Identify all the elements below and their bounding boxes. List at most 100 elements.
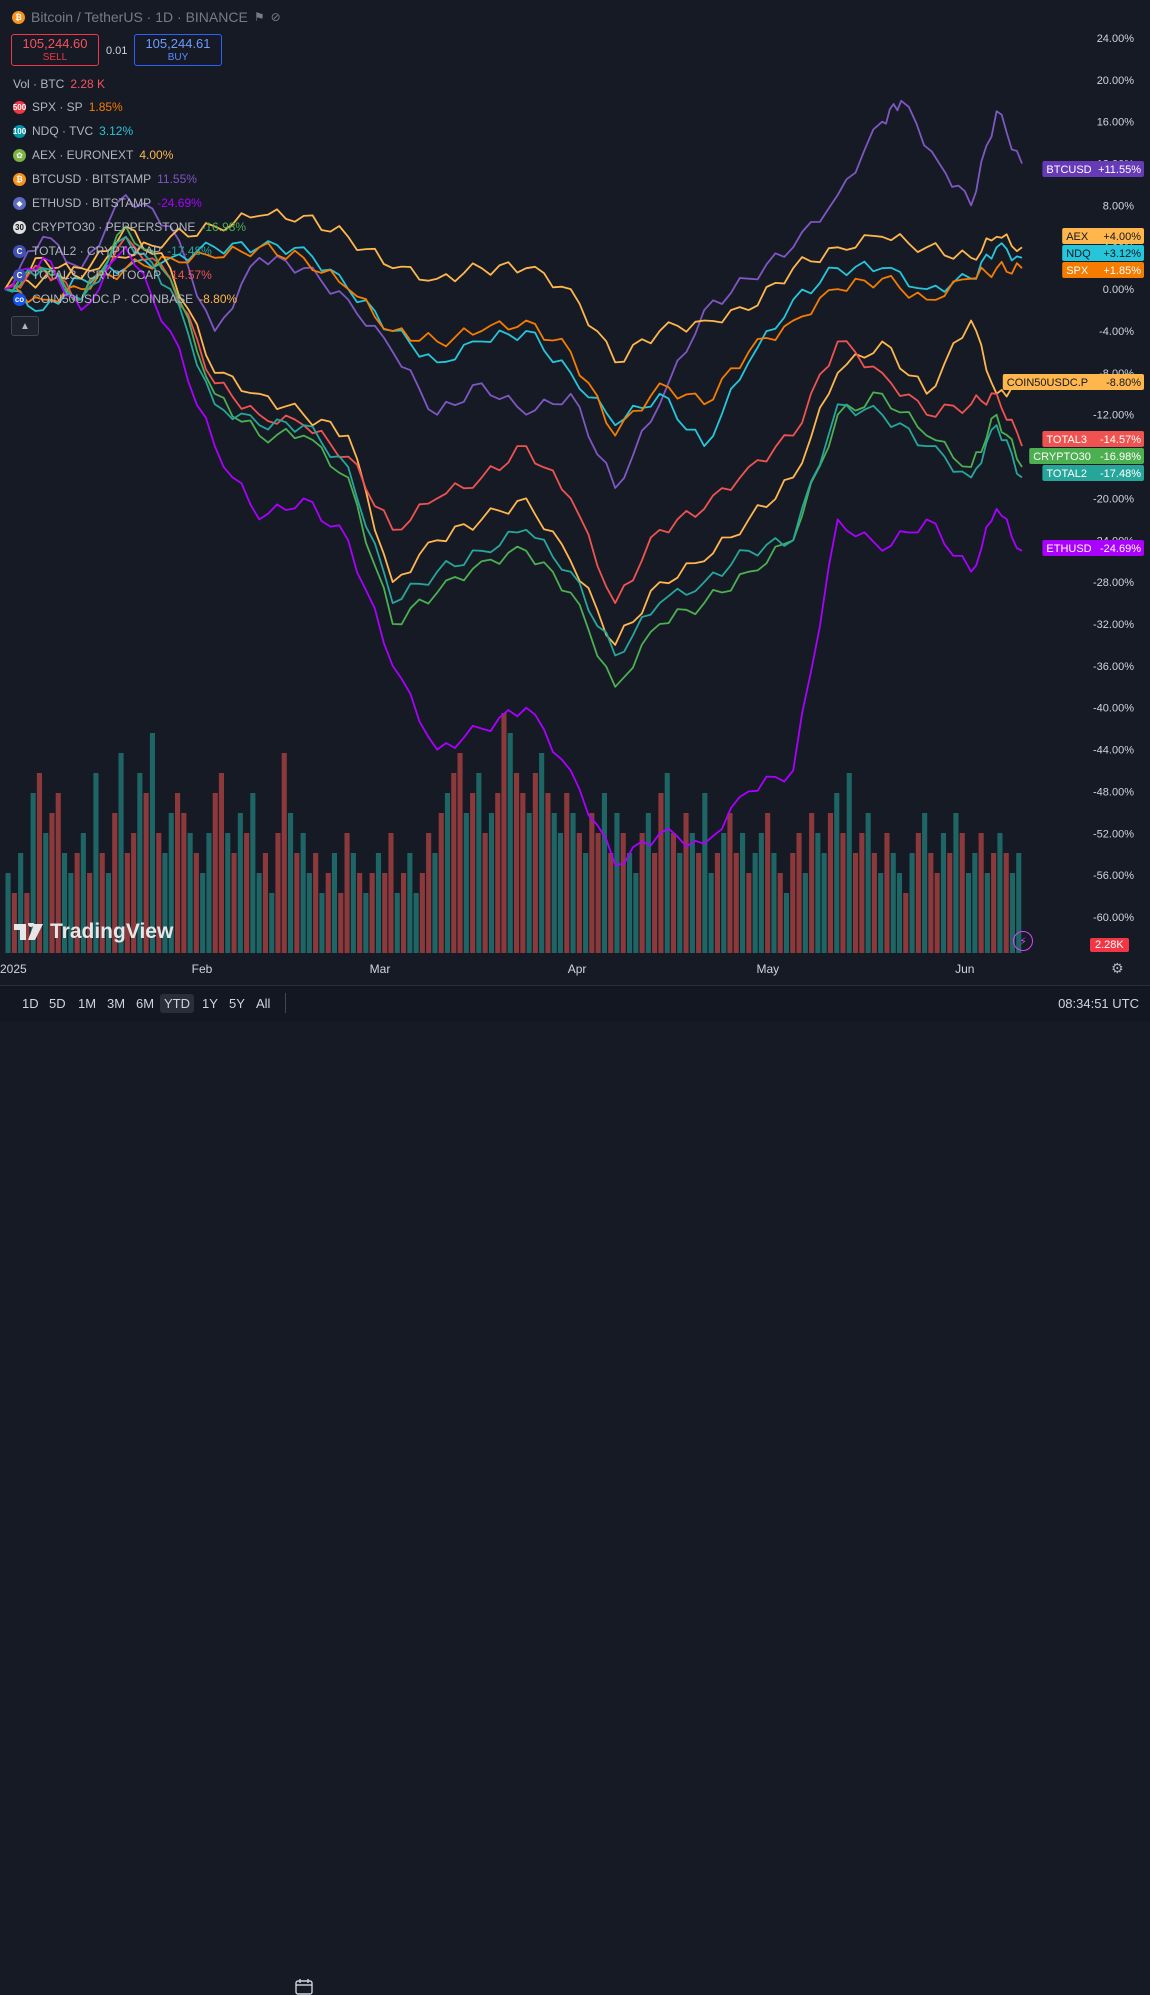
- volume-bar: [444, 793, 450, 953]
- legend-item[interactable]: 500 SPX · SP 1.85%: [13, 100, 123, 114]
- series-badge-value: +4.00%: [1103, 231, 1141, 243]
- buy-button[interactable]: 105,244.61 BUY: [134, 34, 222, 66]
- series-badges: BTCUSD +11.55% AEX +4.00% NDQ +3.12% SPX +1.85%…: [1002, 161, 1144, 556]
- timeframe-5d-button[interactable]: 5D: [49, 996, 66, 1011]
- volume-bar: [193, 853, 199, 953]
- volume-bar: [727, 813, 733, 953]
- y-tick-label: 24.00%: [1097, 33, 1135, 45]
- series-badge: COIN50USDC.P -8.80%: [1002, 374, 1144, 390]
- series-line-crypto30[interactable]: [4, 225, 1023, 688]
- volume-bar: [118, 753, 124, 953]
- volume-bar: [796, 833, 802, 953]
- volume-bar: [878, 873, 884, 953]
- buy-label: BUY: [167, 52, 189, 63]
- legend-label: AEX · EURONEXT: [32, 148, 134, 162]
- series-line-btcusd[interactable]: [4, 99, 1023, 489]
- timeframe-all-button[interactable]: All: [256, 996, 271, 1011]
- volume-bar: [514, 773, 520, 953]
- legend-item[interactable]: C TOTAL3 · CRYPTOCAP -14.57%: [13, 268, 212, 282]
- sell-button[interactable]: 105,244.60 SELL: [11, 34, 99, 66]
- y-tick-label: -60.00%: [1093, 912, 1134, 924]
- volume-bar: [909, 853, 915, 953]
- spread-value: 0.01: [106, 45, 128, 57]
- date-range-icon[interactable]: [295, 1979, 313, 1995]
- hide-icon[interactable]: ⊘: [270, 10, 281, 24]
- legend-value: -24.69%: [157, 196, 202, 210]
- volume-bar: [953, 813, 959, 953]
- volume-bar: [595, 833, 601, 953]
- series-line-coin50usdc-p[interactable]: [4, 225, 1023, 646]
- symbol-icon: C: [13, 268, 26, 282]
- timeframe-1m-button[interactable]: 1M: [78, 996, 97, 1011]
- x-tick-label: Apr: [568, 962, 587, 976]
- volume-bar: [105, 873, 111, 953]
- legend-item[interactable]: C TOTAL2 · CRYPTOCAP -17.48%: [13, 244, 212, 258]
- timeframe-3m-button[interactable]: 3M: [107, 996, 126, 1011]
- legend-item[interactable]: 100 NDQ · TVC 3.12%: [13, 124, 133, 138]
- series-badge: AEX +4.00%: [1062, 228, 1144, 244]
- volume-bar: [350, 853, 356, 953]
- volume-bar: [80, 833, 86, 953]
- x-axis: 2025 Feb Mar Apr May Jun: [0, 962, 974, 976]
- volume-bar: [413, 893, 419, 953]
- volume-bar: [551, 813, 557, 953]
- timeframe-1y-button[interactable]: 1Y: [202, 996, 218, 1011]
- timeframe-5y-button[interactable]: 5Y: [229, 996, 245, 1011]
- volume-bar: [463, 813, 469, 953]
- timeframe-6m-button[interactable]: 6M: [136, 996, 155, 1011]
- volume-bar: [325, 873, 331, 953]
- bottom-toolbar: 1D 5D 1M 3M 6M YTD 1Y 5Y All 08:34:51 UTC: [0, 985, 1150, 1995]
- series-line-spx[interactable]: [4, 242, 1023, 437]
- legend-item[interactable]: ₿ BTCUSD · BITSTAMP 11.55%: [13, 172, 197, 186]
- legend-item[interactable]: ◆ ETHUSD · BITSTAMP -24.69%: [13, 196, 202, 210]
- volume-bar: [382, 873, 388, 953]
- volume-bar: [1003, 853, 1009, 953]
- volume-bar: [375, 853, 381, 953]
- series-line-aex[interactable]: [4, 208, 1023, 364]
- volume-bar: [394, 893, 400, 953]
- timeframe-1d-button[interactable]: 1D: [22, 996, 39, 1011]
- volume-bar: [419, 873, 425, 953]
- volume-bar: [281, 753, 287, 953]
- collapse-legend-button[interactable]: ▲: [11, 316, 39, 336]
- series-badge-name: ETHUSD: [1046, 543, 1091, 555]
- volume-legend[interactable]: Vol · BTC 2.28 K: [13, 77, 105, 91]
- volume-bar: [652, 853, 658, 953]
- series-badge: BTCUSD +11.55%: [1042, 161, 1144, 177]
- legend-item[interactable]: ✿ AEX · EURONEXT 4.00%: [13, 148, 173, 162]
- volume-bar: [495, 793, 501, 953]
- volume-bar: [156, 833, 162, 953]
- volume-bar: [124, 853, 130, 953]
- series-line-total2[interactable]: [4, 235, 1023, 657]
- volume-legend-label: Vol · BTC: [13, 77, 65, 91]
- symbol-header[interactable]: ₿ Bitcoin / TetherUS · 1D · BINANCE ⚑ ⊘: [12, 9, 281, 25]
- volume-bar: [143, 793, 149, 953]
- volume-bar: [11, 893, 17, 953]
- volume-bar: [1009, 873, 1015, 953]
- utc-clock[interactable]: 08:34:51 UTC: [1058, 996, 1139, 1011]
- price-chart[interactable]: 24.00%20.00%16.00%12.00%8.00%4.00%0.00%-…: [0, 0, 1150, 985]
- volume-bar: [940, 833, 946, 953]
- lightning-icon[interactable]: ⚡: [1013, 931, 1033, 951]
- y-tick-label: -12.00%: [1093, 410, 1134, 422]
- volume-bar: [5, 873, 11, 953]
- timeframe-ytd-button[interactable]: YTD: [160, 994, 194, 1013]
- volume-bar: [200, 873, 206, 953]
- volume-bar: [426, 833, 432, 953]
- symbol-icon: ◆: [13, 196, 26, 210]
- volume-bar: [865, 813, 871, 953]
- settings-icon[interactable]: ⚙: [1111, 960, 1124, 976]
- volume-bar: [457, 753, 463, 953]
- volume-bar: [978, 833, 984, 953]
- legend-item[interactable]: co COIN50USDC.P · COINBASE -8.80%: [13, 292, 237, 306]
- volume-bar: [62, 853, 68, 953]
- y-tick-label: 20.00%: [1097, 75, 1135, 87]
- series-line-ethusd[interactable]: [4, 246, 1023, 866]
- volume-bar: [884, 833, 890, 953]
- legend-item[interactable]: 30 CRYPTO30 · PEPPERSTONE -16.98%: [13, 220, 246, 234]
- y-tick-label: 8.00%: [1103, 200, 1134, 212]
- logo-text: TradingView: [50, 920, 174, 943]
- series-badge-name: TOTAL3: [1046, 434, 1087, 446]
- volume-bar: [388, 833, 394, 953]
- flag-icon[interactable]: ⚑: [253, 10, 265, 24]
